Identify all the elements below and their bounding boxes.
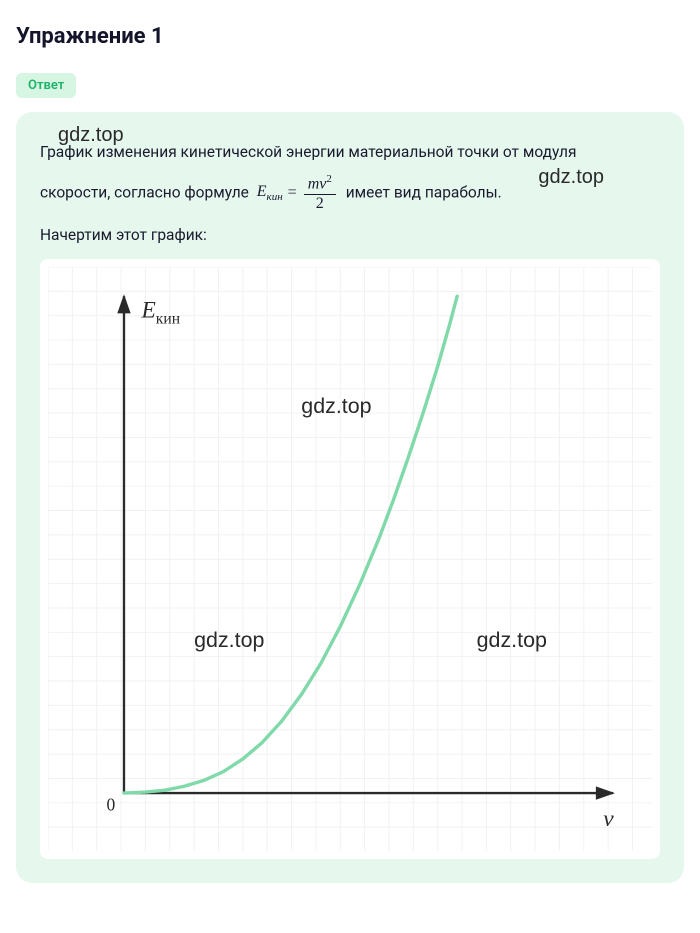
svg-text:gdz.top: gdz.top [301,394,371,418]
text-line-2: скорости, согласно формуле Eкин = mv2 2 … [40,174,660,213]
svg-text:gdz.top: gdz.top [477,628,547,652]
svg-text:gdz.top: gdz.top [194,628,264,652]
formula: Eкин = mv2 2 [257,174,338,213]
answer-panel: gdz.top gdz.top График изменения кинетич… [16,112,684,883]
chart: Eкинv0gdz.topgdz.topgdz.top [48,267,652,852]
svg-text:0: 0 [106,795,115,815]
svg-text:v: v [603,806,614,832]
exercise-title: Упражнение 1 [16,24,684,49]
chart-container: Eкинv0gdz.topgdz.topgdz.top [40,259,660,860]
answer-badge: Ответ [16,73,76,98]
answer-text: График изменения кинетической энергии ма… [40,140,660,247]
text-line-1: График изменения кинетической энергии ма… [40,140,660,164]
text-line-3: Начертим этот график: [40,223,660,247]
